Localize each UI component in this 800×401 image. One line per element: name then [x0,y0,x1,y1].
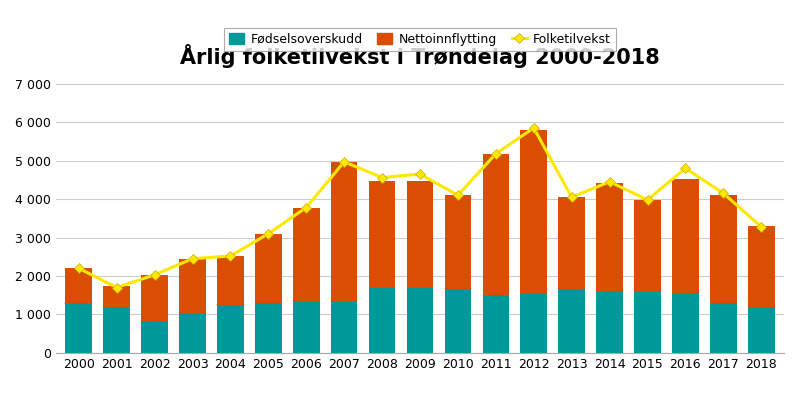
Bar [445,195,471,290]
Bar [672,179,698,293]
Folketilvekst [491,151,501,156]
Bar [406,288,434,353]
Bar [482,295,509,353]
Bar [179,259,206,312]
Bar [331,301,358,353]
Folketilvekst [339,159,349,164]
Folketilvekst [757,224,766,229]
Bar [748,226,774,308]
Bar [558,197,585,290]
Folketilvekst [263,231,273,236]
Folketilvekst [112,285,122,290]
Bar [179,312,206,353]
Bar [710,302,737,353]
Bar [634,200,661,292]
Bar [103,286,130,307]
Bar [293,301,319,353]
Bar [596,292,623,353]
Bar [142,322,168,353]
Folketilvekst [378,175,387,180]
Bar [445,290,471,353]
Folketilvekst [642,197,652,202]
Bar [558,290,585,353]
Bar [596,182,623,292]
Bar [521,130,547,294]
Legend: Fødselsoverskudd, Nettoinnflytting, Folketilvekst: Fødselsoverskudd, Nettoinnflytting, Folk… [224,28,616,51]
Bar [142,275,168,322]
Bar [331,162,358,301]
Folketilvekst [453,193,462,198]
Bar [406,181,434,288]
Bar [748,308,774,353]
Folketilvekst [681,166,690,171]
Bar [255,303,282,353]
Bar [710,195,737,302]
Folketilvekst [150,272,159,277]
Folketilvekst [74,266,83,271]
Folketilvekst [567,195,577,200]
Folketilvekst [605,179,614,184]
Bar [634,292,661,353]
Bar [66,268,92,303]
Bar [369,288,395,353]
Bar [217,305,244,353]
Folketilvekst [226,253,235,258]
Bar [255,234,282,303]
Bar [217,255,244,305]
Bar [369,181,395,288]
Folketilvekst [529,126,538,130]
Title: Årlig folketilvekst i Trøndelag 2000-2018: Årlig folketilvekst i Trøndelag 2000-201… [180,44,660,68]
Line: Folketilvekst: Folketilvekst [75,124,765,291]
Bar [293,208,319,301]
Bar [521,294,547,353]
Bar [103,307,130,353]
Bar [672,293,698,353]
Folketilvekst [188,256,198,261]
Folketilvekst [302,205,311,210]
Folketilvekst [415,172,425,176]
Folketilvekst [718,191,728,196]
Bar [66,303,92,353]
Bar [482,154,509,295]
